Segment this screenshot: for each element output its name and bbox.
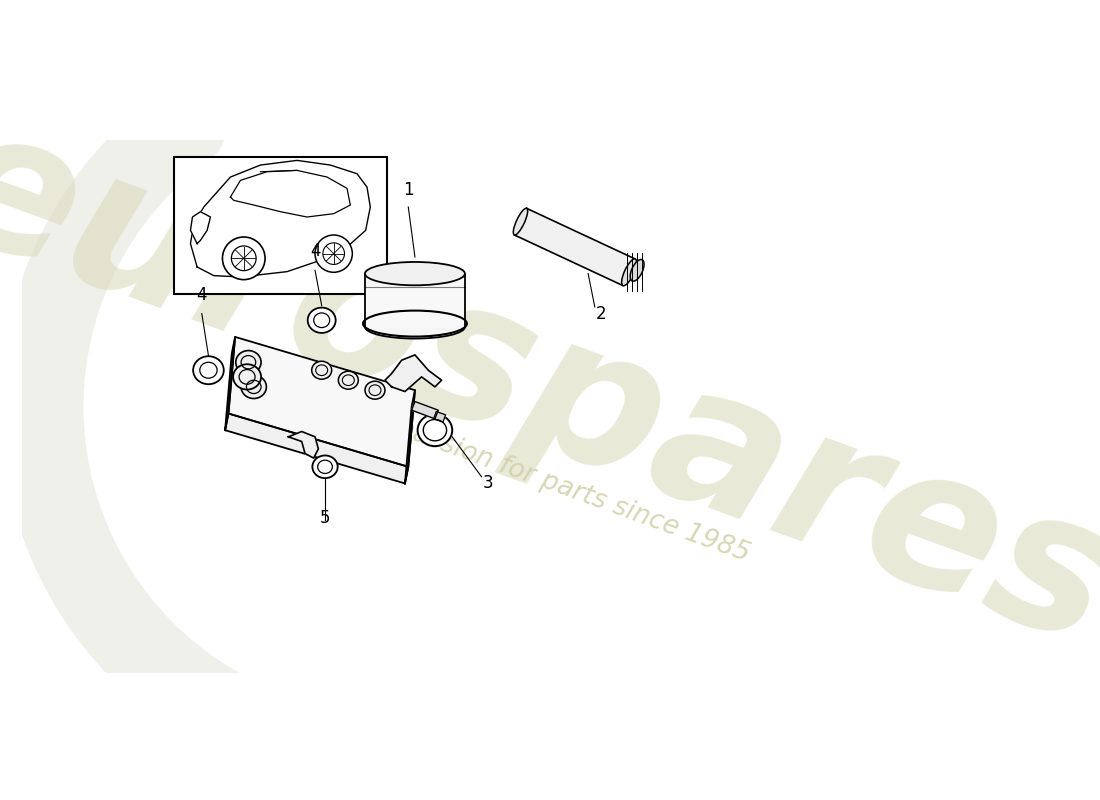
Polygon shape — [365, 274, 465, 327]
Bar — [174, 157, 387, 294]
Polygon shape — [190, 212, 210, 244]
Ellipse shape — [424, 419, 447, 441]
Ellipse shape — [339, 371, 359, 390]
Text: 2: 2 — [596, 305, 607, 322]
Polygon shape — [226, 414, 408, 483]
Ellipse shape — [235, 350, 261, 374]
Ellipse shape — [312, 455, 338, 478]
Text: a passion for parts since 1985: a passion for parts since 1985 — [370, 406, 754, 567]
Text: 5: 5 — [320, 509, 330, 526]
Ellipse shape — [365, 262, 465, 286]
Circle shape — [315, 235, 352, 272]
Polygon shape — [226, 337, 235, 430]
Text: 3: 3 — [483, 474, 494, 493]
Polygon shape — [385, 355, 441, 391]
Circle shape — [222, 237, 265, 280]
Ellipse shape — [365, 315, 465, 338]
Polygon shape — [288, 431, 318, 458]
Ellipse shape — [418, 414, 452, 446]
Polygon shape — [229, 337, 415, 467]
Ellipse shape — [314, 313, 330, 327]
Ellipse shape — [200, 362, 217, 378]
Ellipse shape — [241, 375, 266, 398]
Polygon shape — [190, 160, 371, 277]
Polygon shape — [433, 411, 446, 422]
Text: 4: 4 — [310, 242, 320, 260]
Ellipse shape — [308, 308, 336, 333]
Polygon shape — [411, 402, 438, 419]
Ellipse shape — [630, 259, 645, 281]
Ellipse shape — [365, 382, 385, 399]
Ellipse shape — [311, 362, 332, 379]
Ellipse shape — [621, 259, 637, 286]
Ellipse shape — [318, 460, 332, 474]
Polygon shape — [405, 390, 415, 483]
Text: eurospares: eurospares — [0, 88, 1100, 686]
Text: 4: 4 — [197, 286, 207, 304]
Polygon shape — [230, 170, 350, 217]
Ellipse shape — [233, 364, 261, 390]
Ellipse shape — [194, 356, 223, 384]
Ellipse shape — [514, 208, 528, 235]
Polygon shape — [515, 208, 636, 286]
Text: 1: 1 — [403, 181, 414, 199]
